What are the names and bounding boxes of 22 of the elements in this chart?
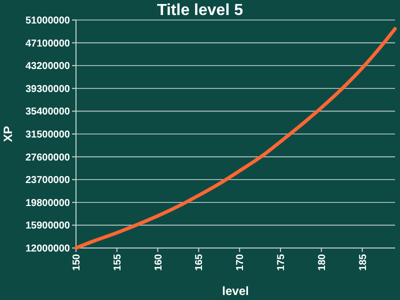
x-tick-label: 155 — [112, 254, 124, 271]
y-tick-label: 43200000 — [26, 61, 70, 72]
chart-title: Title level 5 — [157, 2, 244, 19]
y-tick-label: 39300000 — [26, 84, 70, 95]
y-axis-title: XP — [1, 126, 15, 142]
x-tick-label: 170 — [235, 254, 246, 271]
x-tick-label: 180 — [316, 254, 328, 271]
x-axis-title: level — [222, 284, 249, 298]
x-tick-label: 175 — [276, 254, 287, 271]
y-tick-label: 51000000 — [26, 16, 70, 26]
y-tick-label: 35400000 — [26, 106, 70, 118]
y-tick-label: 31500000 — [26, 130, 70, 140]
y-tick-label: 27600000 — [26, 152, 70, 164]
y-tick-label: 23700000 — [26, 175, 70, 186]
x-tick-label: 160 — [153, 254, 164, 271]
y-tick-label: 15900000 — [26, 220, 70, 232]
y-tick-label: 47100000 — [26, 38, 70, 50]
x-tick-label: 185 — [358, 254, 369, 271]
y-tick-label: 12000000 — [26, 244, 70, 254]
x-tick-label: 165 — [194, 254, 206, 271]
x-tick-label: 150 — [72, 254, 82, 271]
y-tick-label: 19800000 — [26, 198, 70, 209]
